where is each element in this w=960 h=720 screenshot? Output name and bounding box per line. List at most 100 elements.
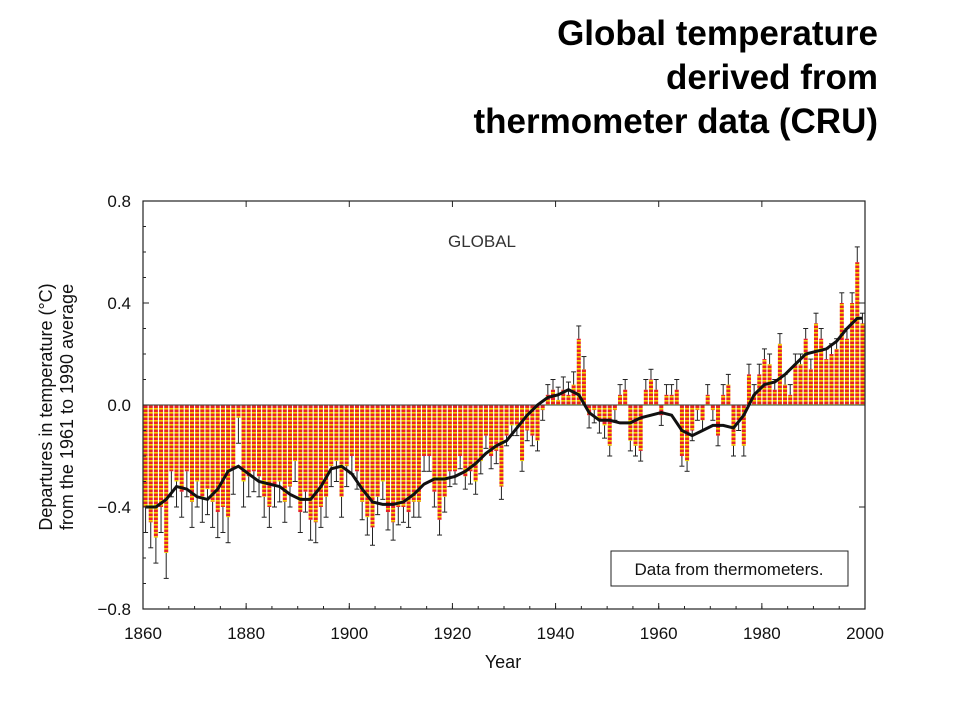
error-bar-1915 (426, 456, 432, 472)
error-bar-1911 (406, 512, 412, 528)
bar-1870 (195, 405, 200, 482)
bar-1955 (633, 405, 638, 446)
error-bar-1902 (359, 501, 365, 521)
error-bar-1914 (421, 456, 427, 472)
error-bar-1921 (457, 456, 463, 470)
error-bar-1860 (143, 507, 149, 533)
bar-1990 (814, 323, 819, 405)
x-tick-label: 1940 (537, 624, 575, 643)
bar-1967 (695, 405, 700, 411)
error-bar-1923 (467, 471, 473, 485)
y-axis-label-line-1: Departures in temperature (°C) (36, 283, 56, 530)
bar-1914 (422, 405, 427, 456)
error-bar-1897 (333, 461, 339, 482)
bar-1898 (339, 405, 344, 497)
bar-1930 (504, 405, 509, 436)
bar-1890 (298, 405, 303, 513)
error-bar-1933 (519, 461, 525, 472)
annual-bars (143, 262, 865, 553)
smoothed-curve (145, 316, 863, 509)
y-tick-label: 0.8 (107, 192, 131, 211)
error-bar-1867 (179, 491, 185, 518)
error-bar-1885 (272, 486, 278, 508)
bar-1996 (844, 338, 849, 405)
bar-1988 (803, 338, 808, 405)
error-bar-1938 (545, 384, 551, 395)
error-bar-1864 (163, 552, 169, 579)
error-bar-1960 (658, 415, 664, 426)
bar-1970 (710, 405, 715, 411)
error-bar-1881 (251, 471, 257, 493)
bar-1921 (458, 405, 463, 456)
bar-1985 (788, 394, 793, 405)
bar-1938 (545, 394, 550, 405)
bar-1923 (468, 405, 473, 472)
bar-1880 (246, 405, 251, 477)
bar-1874 (215, 405, 220, 513)
bar-1924 (473, 405, 478, 482)
bar-1925 (478, 405, 483, 462)
bar-1969 (705, 394, 710, 405)
bar-1895 (324, 405, 329, 497)
bar-1865 (169, 405, 174, 472)
bar-1900 (349, 405, 354, 456)
bar-1958 (648, 379, 653, 405)
bar-1867 (179, 405, 184, 492)
error-bar-1898 (339, 496, 345, 518)
bar-1886 (277, 405, 282, 482)
bar-1862 (153, 405, 158, 538)
y-axis: 0.8 0.4 0.0 −0.4 −0.8 (97, 192, 865, 619)
error-bar-1884 (266, 507, 272, 528)
error-bar-1895 (323, 496, 329, 518)
bar-1937 (540, 405, 545, 411)
error-bar-1997 (849, 292, 855, 303)
bar-1929 (499, 405, 504, 487)
error-bar-1995 (839, 292, 845, 303)
bar-1931 (509, 405, 514, 426)
bar-1989 (808, 369, 813, 405)
bar-1962 (669, 394, 674, 405)
error-bars (143, 246, 865, 579)
error-bar-1863 (158, 507, 164, 533)
bar-1992 (824, 359, 829, 405)
bar-1881 (251, 405, 256, 472)
bar-1950 (607, 405, 612, 446)
panel-label: GLOBAL (448, 232, 516, 251)
bar-1994 (834, 348, 839, 405)
error-bar-1981 (767, 353, 773, 365)
x-tick-label: 2000 (846, 624, 884, 643)
error-bar-1945 (581, 356, 587, 370)
bar-1875 (220, 405, 225, 507)
bar-1947 (592, 405, 597, 411)
error-bar-1974 (730, 445, 736, 457)
error-bar-1890 (297, 512, 303, 533)
bar-1977 (746, 374, 751, 405)
bar-1909 (396, 405, 401, 507)
bar-1919 (447, 405, 452, 472)
bar-1943 (571, 384, 576, 405)
error-bar-1876 (225, 517, 231, 544)
bar-1997 (850, 303, 855, 405)
bar-1877 (231, 405, 236, 469)
bar-1976 (741, 405, 746, 446)
bar-1916 (432, 405, 437, 492)
error-bar-1889 (292, 461, 298, 482)
error-bar-1970 (710, 410, 716, 421)
bar-1982 (772, 389, 777, 405)
error-bar-1939 (550, 379, 556, 390)
bar-1884 (267, 405, 272, 507)
bar-1913 (416, 405, 421, 502)
bar-1944 (576, 338, 581, 405)
error-bar-1999 (859, 312, 865, 324)
bar-1885 (272, 405, 277, 487)
x-axis: 1860 1880 1900 1920 1940 1960 1980 2000 (124, 201, 884, 643)
bar-1986 (793, 364, 798, 405)
error-bar-1887 (282, 501, 288, 523)
error-bar-1971 (715, 435, 721, 447)
slide-title: Global temperature derived from thermome… (178, 12, 879, 144)
error-bar-1946 (586, 415, 592, 429)
x-tick-label: 1900 (330, 624, 368, 643)
error-bar-1909 (395, 507, 401, 526)
error-bar-1988 (803, 328, 809, 339)
error-bar-1943 (571, 371, 577, 385)
